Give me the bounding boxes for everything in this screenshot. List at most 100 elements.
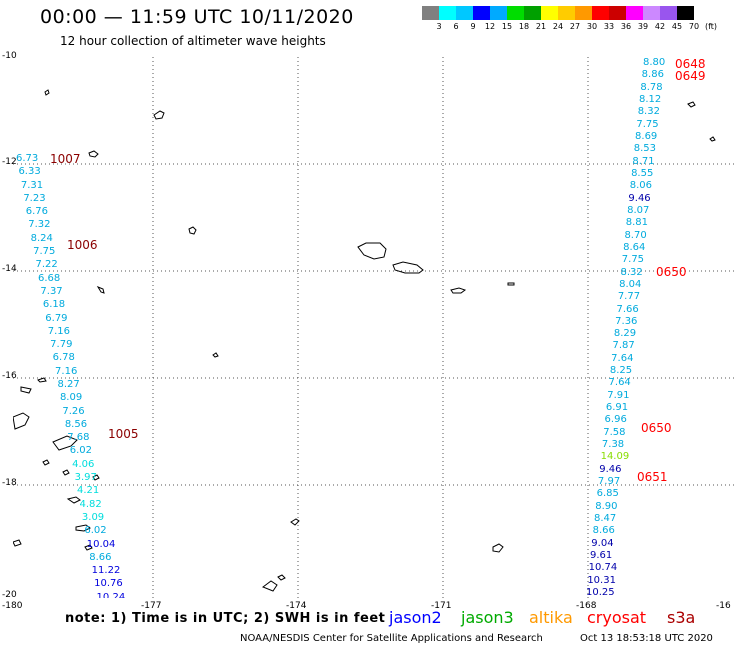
map-title: 00:00 — 11:59 UTC 10/11/2020 <box>40 6 354 28</box>
wave-height-value: 10.24 <box>96 591 126 598</box>
color-legend-tick: 3 <box>436 22 442 31</box>
axis-tick-label: -174 <box>286 601 307 611</box>
wave-height-value: 7.75 <box>636 118 659 130</box>
wave-height-value: 8.12 <box>639 93 662 105</box>
island-outline <box>261 580 278 592</box>
orbit-label: 0648 <box>675 57 706 71</box>
wave-height-value: 9.61 <box>589 550 613 562</box>
island-outline <box>13 412 30 430</box>
axis-tick-label: -168 <box>576 601 597 611</box>
color-swatch <box>643 6 660 20</box>
wave-height-value: 7.38 <box>601 439 625 451</box>
color-swatch <box>422 6 439 20</box>
color-swatch <box>524 6 541 20</box>
orbit-label: 0651 <box>637 470 668 484</box>
axis-tick-label: -171 <box>431 601 452 611</box>
color-swatch <box>592 6 609 20</box>
graticule <box>13 57 735 598</box>
island-outline <box>153 110 165 120</box>
color-legend-tick: 6 <box>453 22 459 31</box>
wave-height-value: 8.32 <box>637 106 660 118</box>
footer-note: note: 1) Time is in UTC; 2) SWH is in fe… <box>65 611 386 626</box>
island-outline <box>96 285 105 294</box>
wave-height-value: 7.68 <box>67 432 90 444</box>
wave-height-value: 7.75 <box>621 254 645 266</box>
island-outline <box>709 136 716 142</box>
wave-height-value: 8.09 <box>59 392 83 404</box>
wave-height-value: 7.23 <box>23 192 46 204</box>
color-legend-tick: 18 <box>518 22 530 31</box>
wave-height-value: 7.32 <box>28 219 51 231</box>
satellite-legend-item: jason3 <box>461 608 514 627</box>
wave-height-value: 10.25 <box>586 587 615 598</box>
wave-height-value: 8.27 <box>57 379 80 390</box>
color-legend-tick: 24 <box>552 22 564 31</box>
wave-height-value: 8.04 <box>619 278 642 290</box>
axis-tick-label: -16 <box>716 601 731 611</box>
island-outline <box>507 282 515 286</box>
wave-height-value: 6.68 <box>37 272 61 284</box>
wave-height-value: 7.97 <box>597 476 621 488</box>
island-outline <box>687 101 696 108</box>
wave-height-value: 11.22 <box>91 565 121 577</box>
color-swatch <box>626 6 643 20</box>
axis-tick-label: -180 <box>2 601 23 611</box>
color-swatch <box>456 6 473 20</box>
orbit-label: 0650 <box>656 265 687 279</box>
color-legend-tick: 15 <box>501 22 513 31</box>
wave-height-value: 10.04 <box>86 538 116 550</box>
island-outline <box>492 543 504 553</box>
color-legend-tick: 36 <box>620 22 632 31</box>
color-swatch <box>490 6 507 20</box>
color-swatch <box>507 6 524 20</box>
orbit-label: 1006 <box>67 238 98 252</box>
wave-height-value: 6.76 <box>25 206 49 218</box>
wave-height-value: 8.90 <box>595 500 618 512</box>
orbit-label: 0649 <box>675 69 706 83</box>
island-outline <box>450 287 467 294</box>
wave-height-value: 7.66 <box>616 303 639 315</box>
wave-height-value: 6.33 <box>18 166 41 178</box>
wave-height-value: 8.66 <box>89 551 112 563</box>
wave-height-value: 6.78 <box>52 352 75 364</box>
wave-height-value: 9.46 <box>599 463 622 475</box>
wave-height-value: 3.97 <box>74 472 97 484</box>
color-swatch <box>609 6 626 20</box>
wave-height-value: 8.80 <box>643 57 666 68</box>
satellite-legend-item: jason2 <box>389 608 442 627</box>
island-outline <box>212 352 219 358</box>
wave-height-value: 4.21 <box>77 485 100 497</box>
color-swatch <box>558 6 575 20</box>
wave-height-value: 7.16 <box>47 325 70 337</box>
wave-height-value: 9.46 <box>628 192 651 204</box>
wave-height-value: 8.25 <box>609 365 633 377</box>
island-outline <box>75 524 91 532</box>
color-swatch <box>439 6 456 20</box>
island-outline <box>42 459 50 466</box>
color-legend-tick: 42 <box>654 22 666 31</box>
color-legend-tick: 9 <box>470 22 476 31</box>
color-legend-tick: 30 <box>586 22 598 31</box>
wave-height-value: 8.69 <box>635 130 658 142</box>
axis-tick-label: -10 <box>2 51 17 61</box>
wave-height-value: 7.64 <box>611 352 634 364</box>
wave-height-value: 7.64 <box>608 377 631 389</box>
color-legend-tick: 27 <box>569 22 581 31</box>
color-legend <box>422 6 694 20</box>
wave-height-value: 7.37 <box>40 285 63 297</box>
axis-tick-label: -14 <box>2 264 17 274</box>
island-outline <box>392 261 424 274</box>
wave-height-value: 3.09 <box>81 511 105 523</box>
island-outline <box>37 377 47 383</box>
color-legend-tick: 39 <box>637 22 649 31</box>
color-legend-tick: 12 <box>484 22 496 31</box>
satellite-legend-item: cryosat <box>587 608 647 627</box>
wave-height-map: 6.73 6.33 7.31 7.23 6.76 7.32 8.24 7.75 7.22 6.68… <box>13 57 735 598</box>
wave-height-value: 6.91 <box>605 402 629 414</box>
color-swatch <box>660 6 677 20</box>
satellite-legend-item: s3a <box>667 608 696 627</box>
wave-height-value: 8.53 <box>633 143 656 155</box>
wave-height-value: 6.79 <box>45 312 68 324</box>
wave-height-value: 6.85 <box>596 488 619 500</box>
credit-line: NOAA/NESDIS Center for Satellite Applica… <box>240 633 543 644</box>
